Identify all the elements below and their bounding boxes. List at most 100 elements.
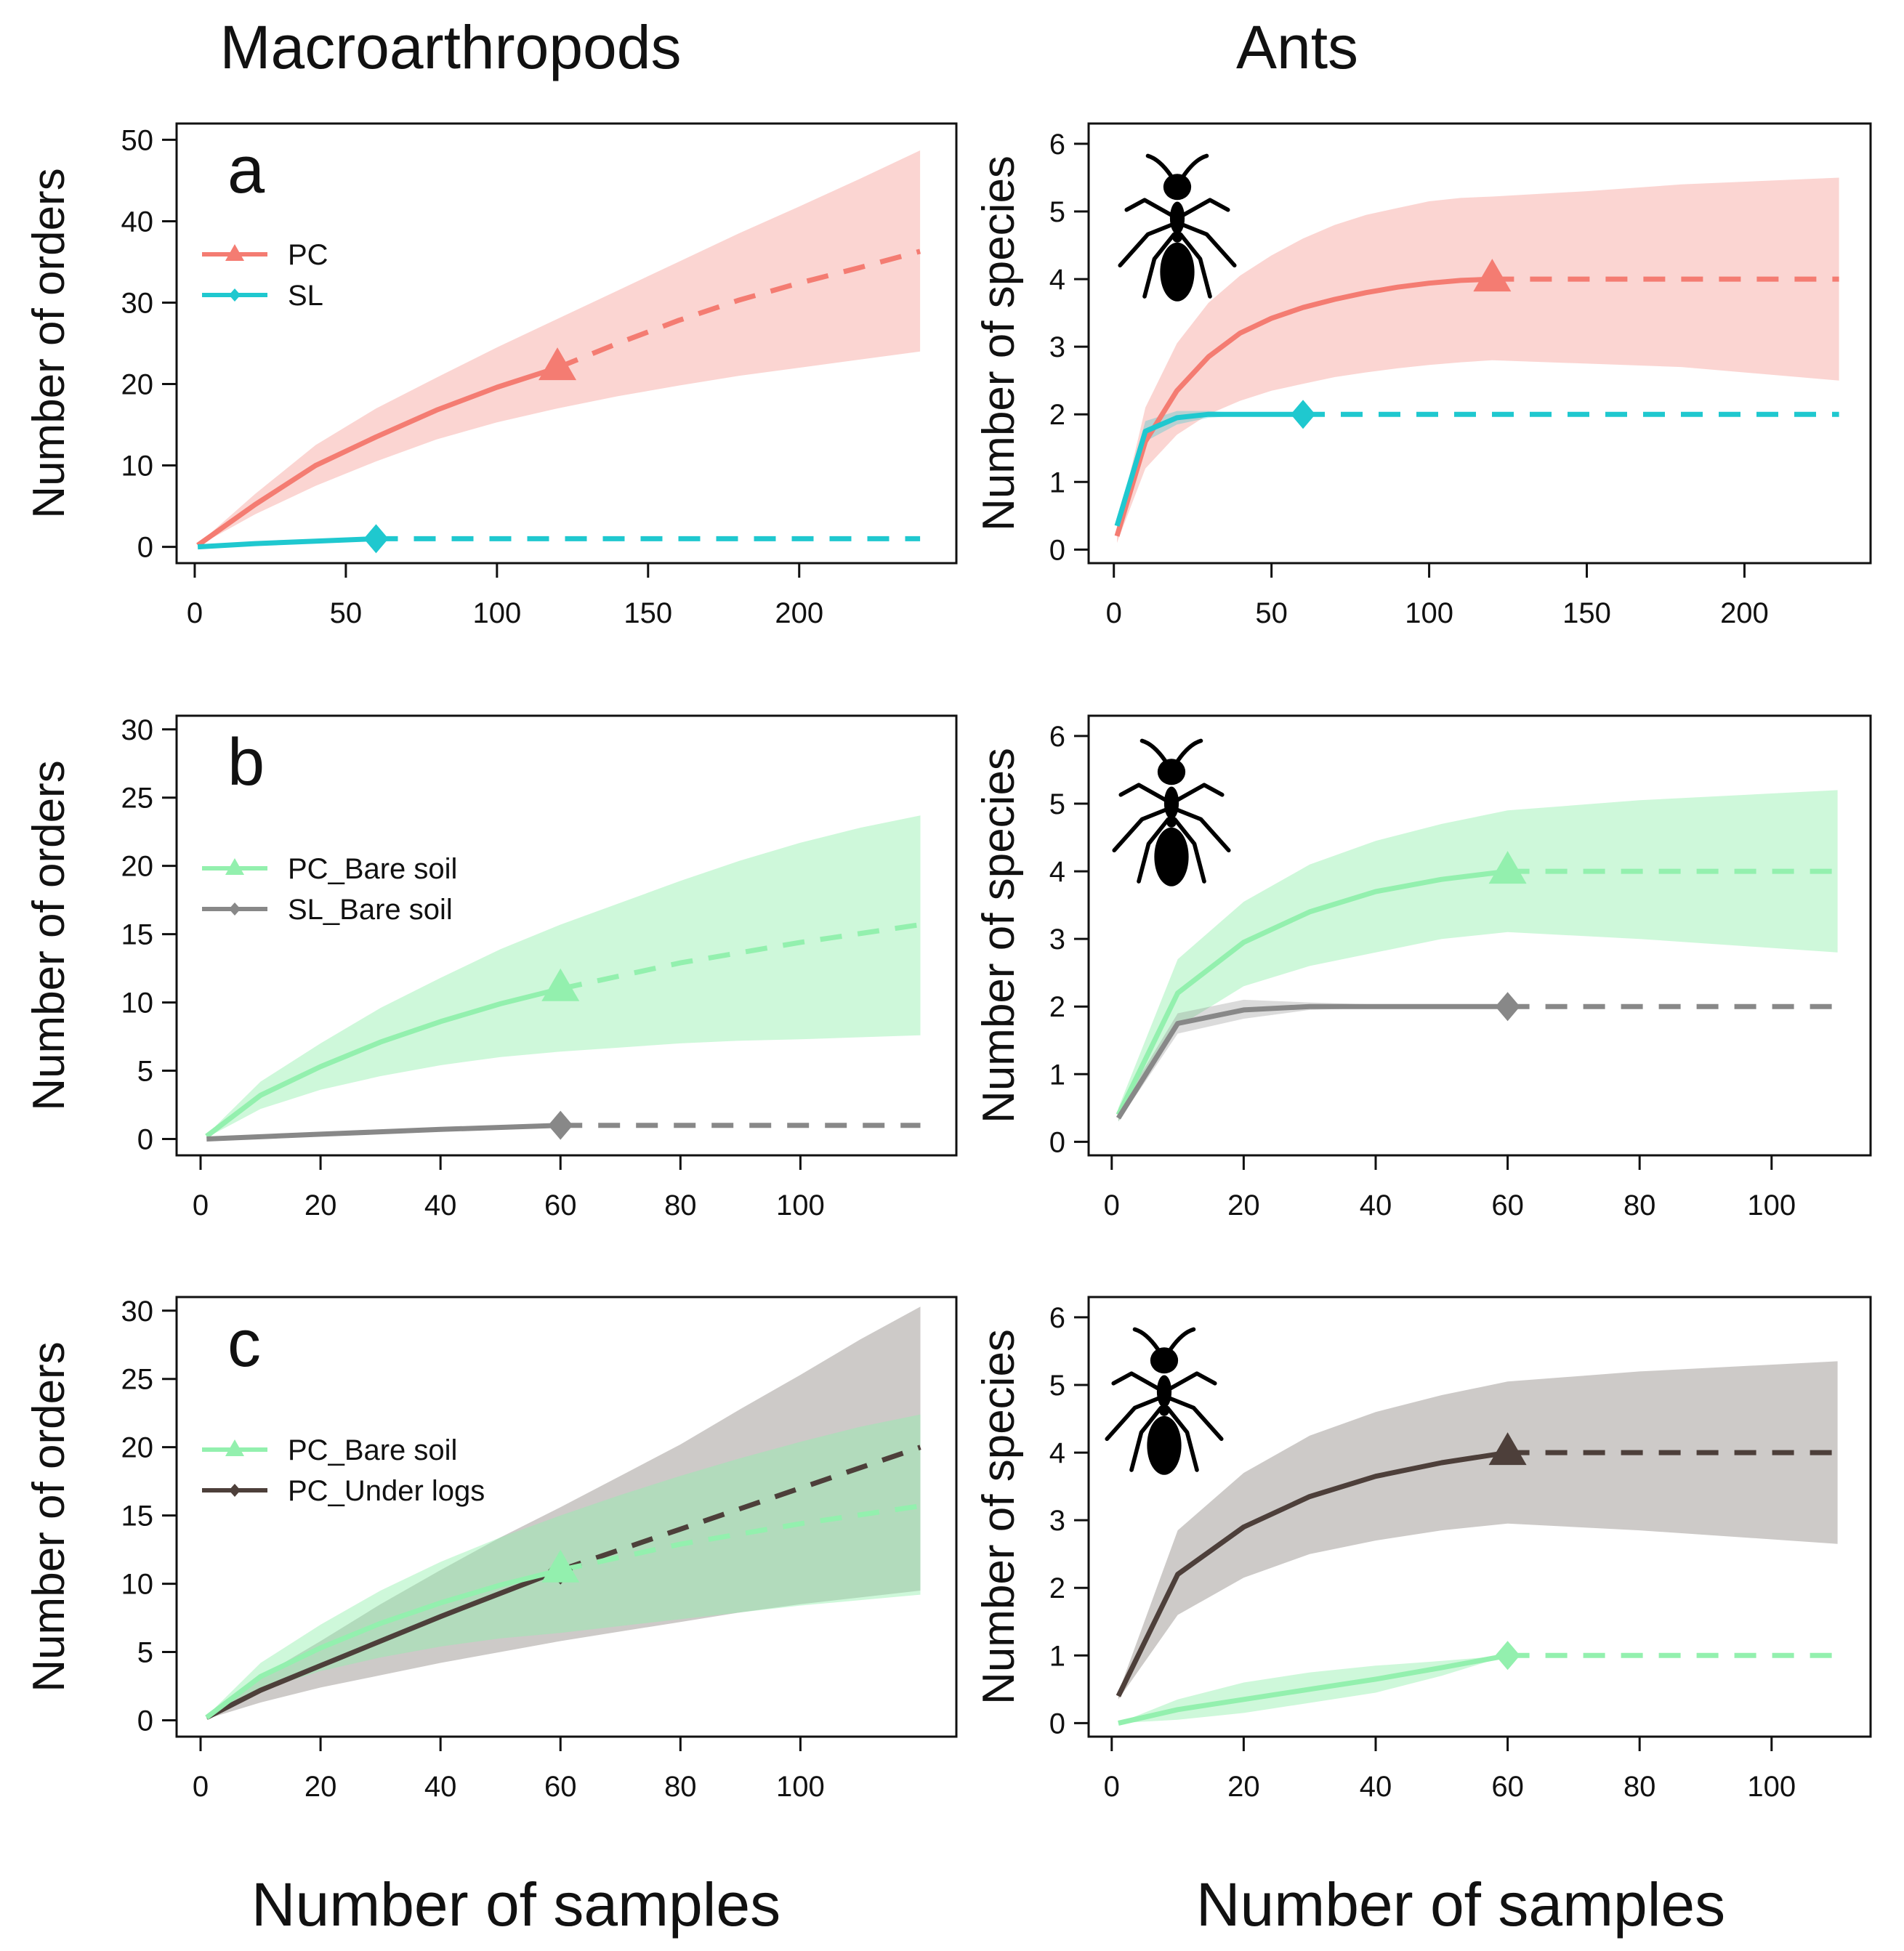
panel-a-ants: 0 50 100 150 200 0 1 2 3 4 5 6 Number of species bbox=[974, 122, 1872, 629]
y-tick-label: 25 bbox=[121, 783, 154, 815]
y-tick-label: 6 bbox=[1049, 129, 1065, 161]
line-interpolated-pc-bare-soil bbox=[205, 986, 562, 1139]
y-tick-label: 30 bbox=[121, 1296, 154, 1328]
band-pc-under-logs bbox=[1118, 1361, 1838, 1700]
line-interpolated-sl-bare-soil bbox=[1116, 1003, 1508, 1120]
line-interpolated-pc-bare-soil bbox=[1118, 1652, 1509, 1726]
line-interpolated-pc bbox=[196, 365, 559, 548]
y-tick-label: 15 bbox=[121, 1500, 154, 1532]
y-tick-label: 5 bbox=[1049, 788, 1065, 820]
y-tick-label: 2 bbox=[1049, 1572, 1065, 1604]
line-interpolated-pc-under-logs bbox=[1116, 1450, 1509, 1697]
marker-pc bbox=[1473, 259, 1512, 292]
y-axis-title: Number of species bbox=[974, 748, 1024, 1123]
y-tick-label: 4 bbox=[1049, 264, 1065, 296]
x-tick-label: 80 bbox=[1623, 1189, 1656, 1221]
x-tick-label: 80 bbox=[1623, 1771, 1656, 1803]
line-interpolated-pc-bare-soil bbox=[205, 1567, 562, 1720]
x-tick-label: 150 bbox=[624, 597, 672, 629]
x-tick-label: 200 bbox=[775, 597, 823, 629]
y-tick-label: 10 bbox=[121, 987, 154, 1019]
x-tick-label: 100 bbox=[1405, 597, 1453, 629]
x-tick-label: 50 bbox=[330, 597, 363, 629]
x-tick-label: 200 bbox=[1720, 597, 1769, 629]
marker-sl bbox=[1291, 400, 1316, 429]
x-tick-label: 100 bbox=[1747, 1189, 1796, 1221]
x-tick-label: 0 bbox=[1104, 1189, 1120, 1221]
panel-letter: c bbox=[227, 1306, 261, 1381]
line-extrapolated-pc bbox=[556, 249, 921, 371]
y-tick-label: 15 bbox=[121, 919, 154, 951]
ant-silhouette-icon bbox=[1114, 741, 1229, 886]
x-tick-label: 0 bbox=[1104, 1771, 1120, 1803]
legend-marker bbox=[225, 1439, 244, 1456]
marker-sl bbox=[363, 524, 389, 554]
y-tick-label: 20 bbox=[121, 851, 154, 883]
legend-label: PC_Bare soil bbox=[288, 853, 457, 885]
marker-pc-bare-soil bbox=[1495, 1641, 1520, 1671]
line-interpolated-pc bbox=[1114, 276, 1493, 537]
legend-marker bbox=[229, 288, 241, 302]
x-tick-label: 80 bbox=[664, 1189, 697, 1221]
x-tick-label: 20 bbox=[1227, 1771, 1260, 1803]
legend-marker bbox=[225, 244, 244, 261]
legend-label: PC_Bare soil bbox=[288, 1434, 457, 1466]
y-tick-label: 0 bbox=[137, 532, 153, 564]
x-tick-label: 100 bbox=[776, 1189, 825, 1221]
x-tick-label: 60 bbox=[1491, 1189, 1524, 1221]
legend-marker bbox=[225, 858, 244, 875]
x-tick-label: 50 bbox=[1255, 597, 1288, 629]
line-interpolated-sl bbox=[197, 536, 376, 550]
y-tick-label: 5 bbox=[137, 1056, 153, 1088]
x-tick-label: 0 bbox=[193, 1771, 209, 1803]
y-tick-label: 10 bbox=[121, 451, 154, 482]
band-sl-bare-soil bbox=[1118, 999, 1508, 1122]
panel-letter: a bbox=[227, 133, 265, 207]
panel-c-ants: 0 20 40 60 80 100 0 1 2 3 4 5 6 Number of species bbox=[974, 1296, 1872, 1803]
y-tick-label: 2 bbox=[1049, 991, 1065, 1023]
y-tick-label: 25 bbox=[121, 1364, 154, 1396]
panel-c-macroarthropods: 0 20 40 60 80 100 0 5 10 15 20 25 30 Number of order… bbox=[24, 1296, 958, 1803]
x-tick-label: 0 bbox=[193, 1189, 209, 1221]
y-tick-label: 0 bbox=[1049, 1708, 1065, 1740]
panel-a-macroarthropods: 0 50 100 150 200 0 10 20 30 40 50 Number of orders… bbox=[24, 122, 958, 629]
x-tick-label: 80 bbox=[664, 1771, 697, 1803]
y-axis-title: Number of orders bbox=[24, 760, 74, 1110]
band-pc-under-logs bbox=[206, 1306, 921, 1719]
marker-sl-bare-soil bbox=[1495, 992, 1520, 1022]
y-tick-label: 30 bbox=[121, 287, 154, 319]
y-axis-title: Number of orders bbox=[24, 1341, 74, 1692]
marker-pc bbox=[538, 347, 577, 381]
x-tick-label: 150 bbox=[1562, 597, 1611, 629]
legend: PC SL bbox=[202, 239, 328, 312]
legend-marker bbox=[229, 1484, 241, 1497]
x-tick-label: 60 bbox=[1491, 1771, 1524, 1803]
x-tick-label: 100 bbox=[776, 1771, 825, 1803]
y-axis-title: Number of species bbox=[974, 155, 1024, 531]
y-tick-label: 4 bbox=[1049, 1437, 1065, 1469]
y-axis-title: Number of orders bbox=[24, 168, 74, 518]
y-tick-label: 10 bbox=[121, 1569, 154, 1601]
y-tick-label: 1 bbox=[1049, 1059, 1065, 1091]
x-tick-label: 20 bbox=[304, 1189, 337, 1221]
band-pc bbox=[198, 150, 921, 546]
marker-pc-bare-soil bbox=[541, 1549, 580, 1583]
y-tick-label: 30 bbox=[121, 714, 154, 746]
panel-b-ants: 0 20 40 60 80 100 0 1 2 3 4 5 6 Number of species bbox=[974, 714, 1872, 1221]
legend: PC_Bare soil SL_Bare soil bbox=[202, 853, 457, 926]
y-tick-label: 3 bbox=[1049, 1505, 1065, 1537]
line-extrapolated-pc-bare-soil bbox=[560, 922, 921, 992]
y-tick-label: 0 bbox=[1049, 534, 1065, 566]
y-tick-label: 20 bbox=[121, 369, 154, 401]
band-pc bbox=[1117, 177, 1839, 544]
y-tick-label: 6 bbox=[1049, 1302, 1065, 1334]
line-interpolated-sl bbox=[1114, 411, 1303, 527]
legend-marker bbox=[229, 902, 241, 916]
legend-label: PC bbox=[288, 239, 328, 271]
line-extrapolated-pc-under-logs bbox=[560, 1445, 921, 1573]
x-tick-label: 40 bbox=[1360, 1771, 1392, 1803]
x-tick-label: 100 bbox=[472, 597, 521, 629]
y-tick-label: 6 bbox=[1049, 721, 1065, 753]
y-tick-label: 5 bbox=[1049, 1370, 1065, 1402]
